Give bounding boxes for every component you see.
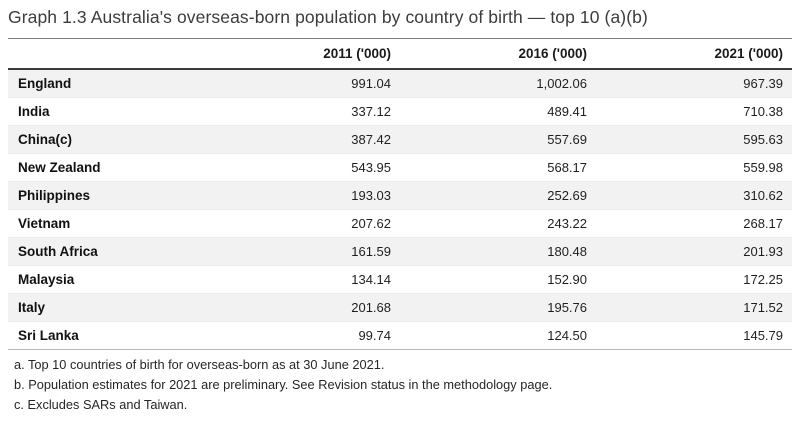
- column-header-2021: 2021 ('000): [714, 46, 783, 61]
- table-header: 2011 ('000) 2016 ('000) 2021 ('000): [8, 38, 792, 70]
- country-cell: Malaysia: [18, 272, 75, 287]
- footnote-c: c. Excludes SARs and Taiwan.: [14, 397, 188, 413]
- header-row: 2011 ('000) 2016 ('000) 2021 ('000): [8, 38, 792, 70]
- column-header-country: [8, 39, 204, 70]
- value-cell-2016: 243.22: [547, 216, 587, 231]
- value-cell-2016: 195.76: [547, 300, 587, 315]
- country-cell: New Zealand: [18, 160, 101, 175]
- table-row: Sri Lanka 99.74 124.50 145.79: [8, 322, 792, 350]
- column-header-2011: 2011 ('000): [323, 46, 391, 61]
- table-row: Italy 201.68 195.76 171.52: [8, 293, 792, 322]
- value-cell-2011: 99.74: [358, 328, 391, 343]
- footnotes: a. Top 10 countries of birth for oversea…: [8, 350, 792, 416]
- value-cell-2016: 252.69: [547, 188, 587, 203]
- table-row: Vietnam 207.62 243.22 268.17: [8, 210, 792, 238]
- value-cell-2021: 710.38: [743, 104, 783, 119]
- footnote-a: a. Top 10 countries of birth for oversea…: [14, 357, 385, 372]
- country-cell: India: [18, 104, 50, 119]
- value-cell-2011: 543.95: [351, 160, 391, 175]
- country-cell: China(c): [18, 132, 72, 147]
- value-cell-2011: 991.04: [351, 76, 391, 91]
- value-cell-2016: 568.17: [547, 160, 587, 175]
- value-cell-2021: 595.63: [743, 132, 783, 147]
- country-cell: Philippines: [18, 188, 91, 203]
- value-cell-2016: 124.50: [547, 328, 587, 343]
- value-cell-2021: 171.52: [743, 300, 783, 315]
- value-cell-2016: 557.69: [547, 132, 587, 147]
- population-table: 2011 ('000) 2016 ('000) 2021 ('000) Engl…: [8, 38, 792, 350]
- table-row: Philippines 193.03 252.69 310.62: [8, 181, 792, 210]
- column-header-2016: 2016 ('000): [518, 46, 587, 61]
- table-row: China(c) 387.42 557.69 595.63: [8, 125, 792, 154]
- country-cell: Italy: [18, 300, 46, 315]
- value-cell-2021: 967.39: [743, 76, 783, 91]
- value-cell-2016: 152.90: [547, 272, 587, 287]
- value-cell-2021: 172.25: [743, 272, 783, 287]
- value-cell-2021: 145.79: [743, 328, 783, 343]
- table-row: New Zealand 543.95 568.17 559.98: [8, 154, 792, 182]
- country-cell: Vietnam: [18, 216, 71, 231]
- country-cell: South Africa: [18, 244, 98, 259]
- value-cell-2011: 337.12: [351, 104, 391, 119]
- country-cell: England: [18, 76, 72, 91]
- value-cell-2011: 201.68: [351, 300, 391, 315]
- value-cell-2021: 201.93: [743, 244, 783, 259]
- value-cell-2011: 134.14: [351, 272, 391, 287]
- table-row: India 337.12 489.41 710.38: [8, 98, 792, 126]
- value-cell-2016: 489.41: [547, 104, 587, 119]
- value-cell-2016: 1,002.06: [536, 76, 587, 91]
- value-cell-2021: 268.17: [743, 216, 783, 231]
- page-title: Graph 1.3 Australia's overseas-born popu…: [8, 7, 648, 27]
- value-cell-2021: 310.62: [743, 188, 783, 203]
- value-cell-2016: 180.48: [547, 244, 587, 259]
- value-cell-2011: 207.62: [351, 216, 391, 231]
- table-body: England 991.04 1,002.06 967.39 India 337…: [8, 69, 792, 350]
- footnote-b: b. Population estimates for 2021 are pre…: [14, 377, 553, 393]
- value-cell-2011: 193.03: [351, 188, 391, 203]
- value-cell-2021: 559.98: [743, 160, 783, 175]
- value-cell-2011: 387.42: [351, 132, 391, 147]
- table-row: South Africa 161.59 180.48 201.93: [8, 237, 792, 266]
- table-row: Malaysia 134.14 152.90 172.25: [8, 266, 792, 294]
- table-row: England 991.04 1,002.06 967.39: [8, 69, 792, 98]
- value-cell-2011: 161.59: [351, 244, 391, 259]
- country-cell: Sri Lanka: [18, 328, 79, 343]
